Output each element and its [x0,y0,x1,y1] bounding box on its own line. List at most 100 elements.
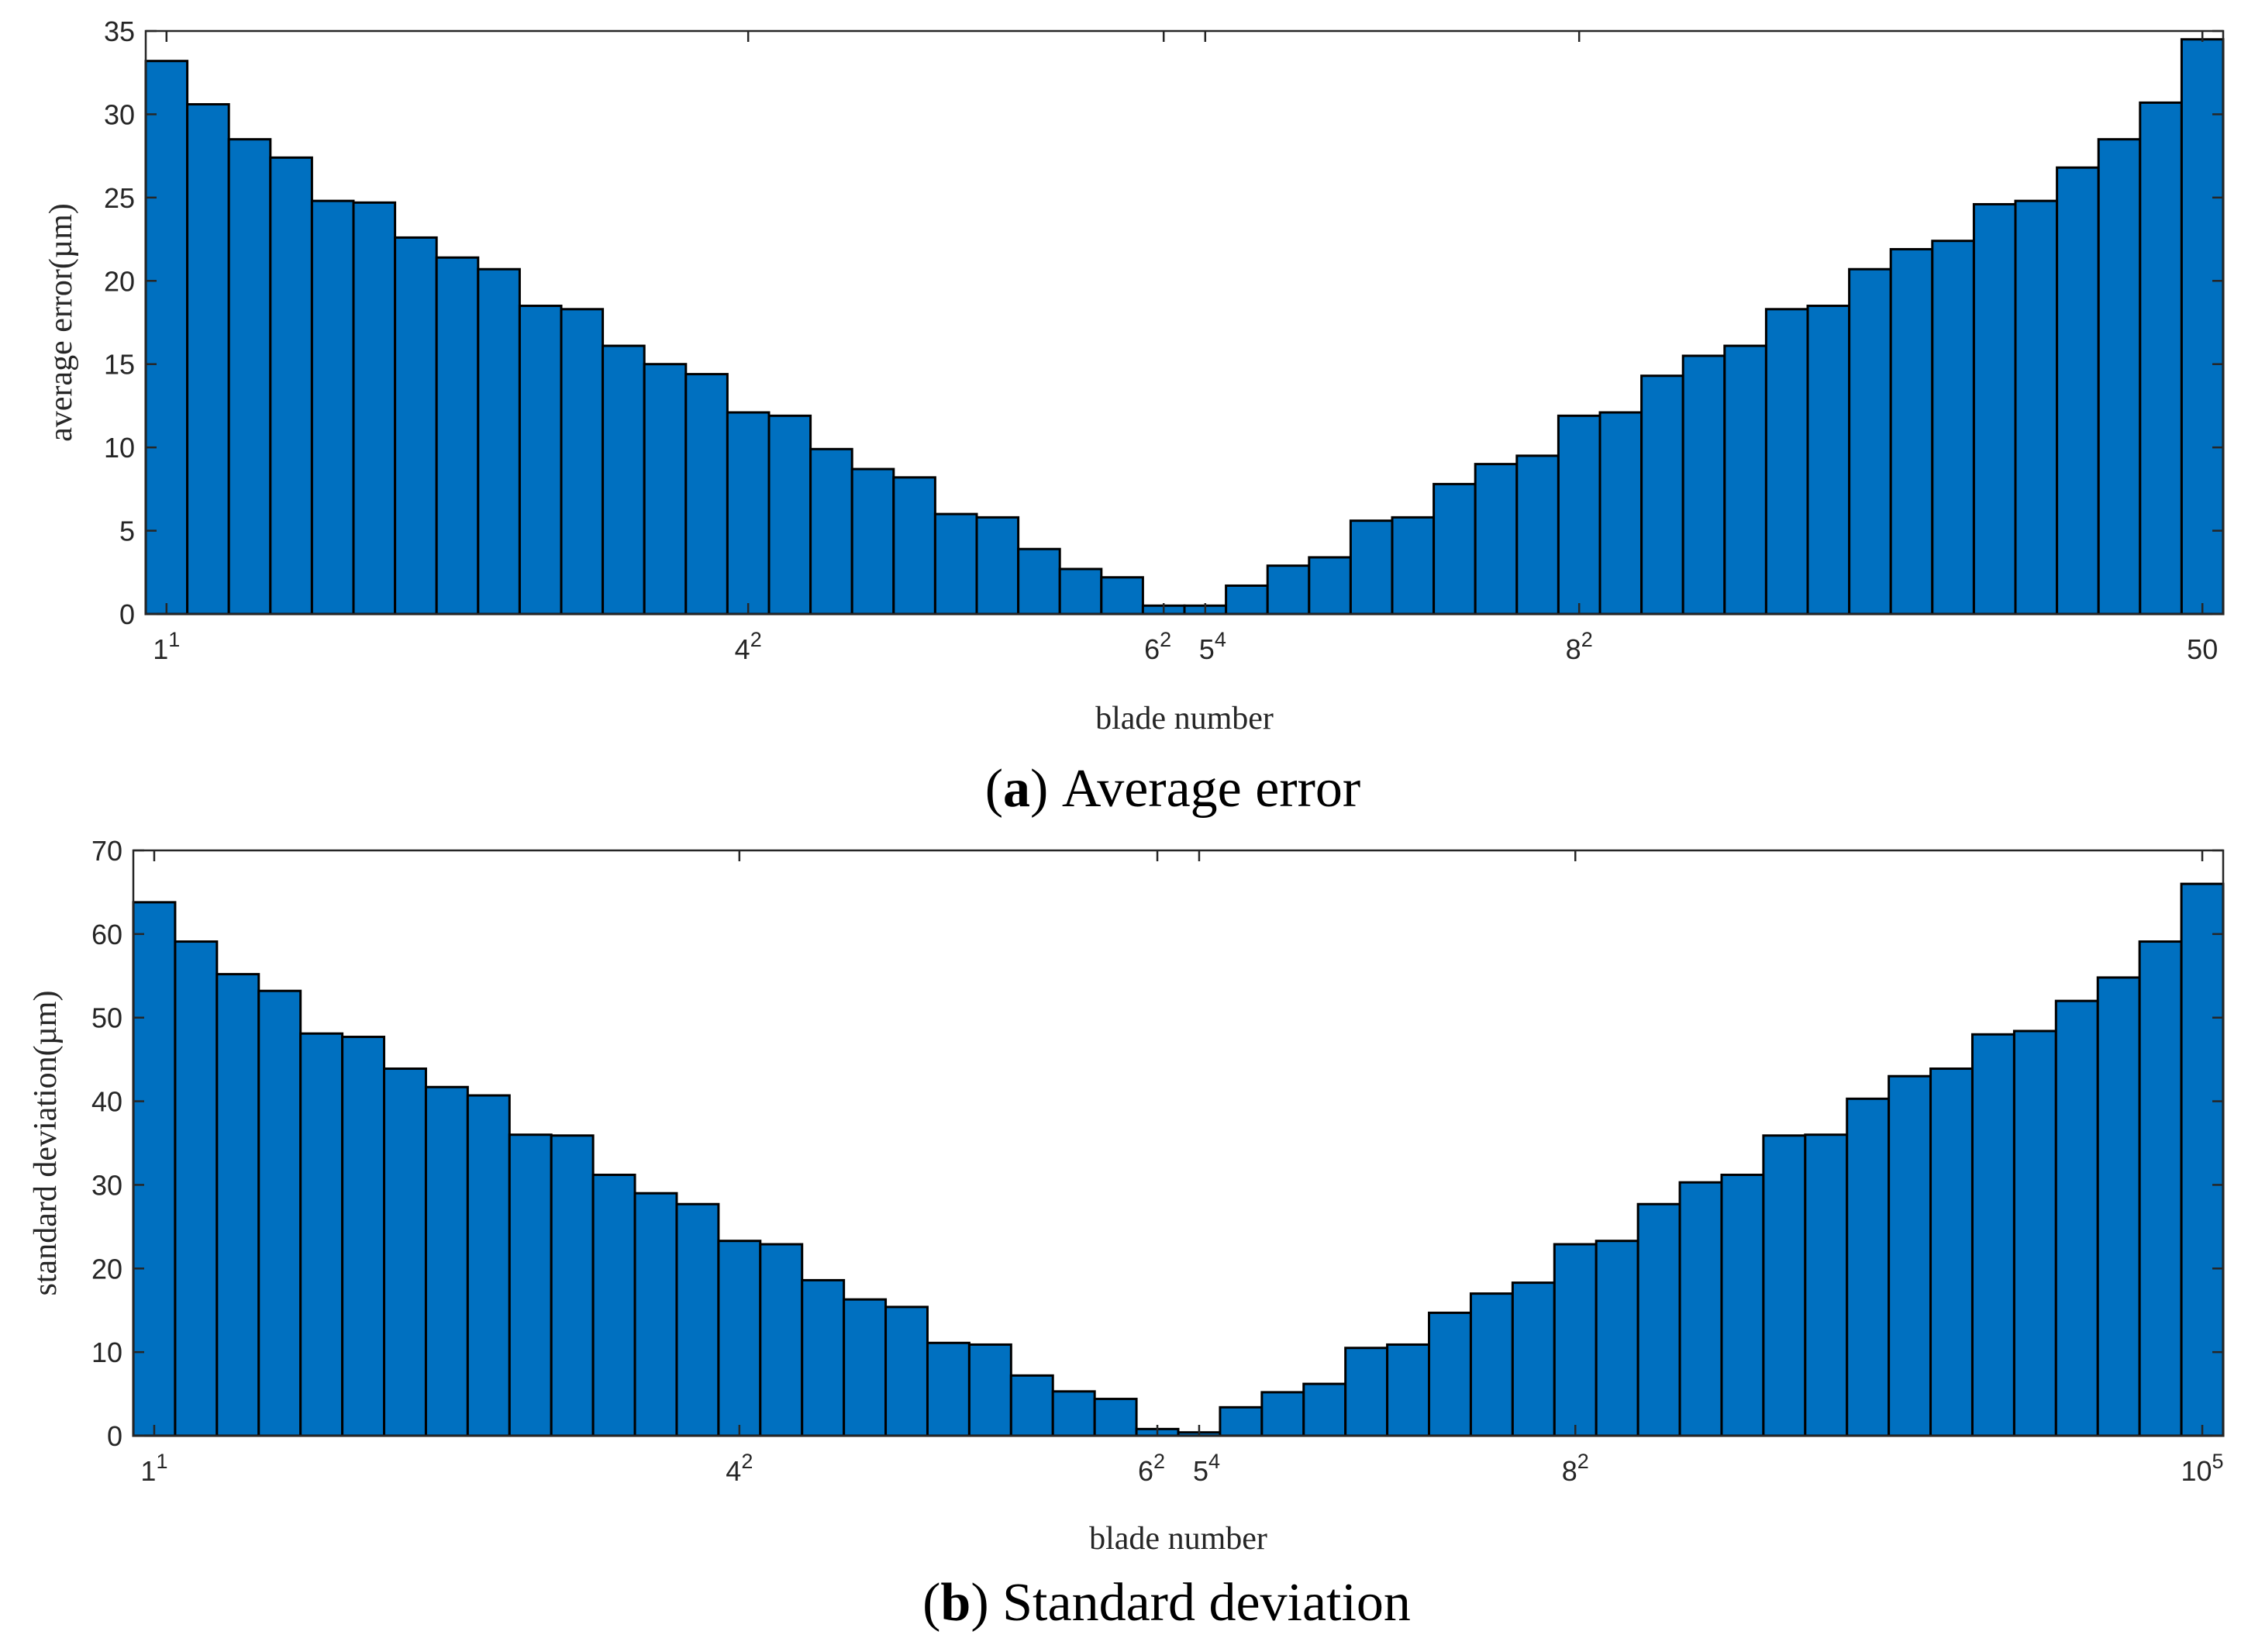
bar-b-23 [1051,1390,1096,1437]
bar-a-35 [1557,414,1601,616]
bar-a-43 [1889,247,1934,616]
bar-a-4 [269,156,313,616]
bar-series-a [144,38,2225,616]
bar-a-27 [1225,584,1269,616]
bar-a-16 [767,414,812,616]
y-tick-label: 30 [104,98,135,130]
bar-b-42 [1846,1097,1891,1437]
bar-b-46 [2012,1029,2057,1437]
bar-a-34 [1515,454,1560,616]
y-tick-label: 50 [91,1002,122,1034]
bar-b-50 [2180,882,2225,1437]
x-tick-exponent: 4 [1208,1450,1220,1473]
x-axis-label-b: blade number [1089,1521,1267,1557]
x-tick-base: 4 [726,1455,741,1487]
x-tick-base: 1 [140,1455,156,1487]
y-axis-a: 0 5 10 15 20 25 30 35 [104,16,2223,630]
y-axis-label-a: average error(µm) [43,203,79,442]
y-tick-label: 70 [91,835,122,867]
caption-letter-b: b [940,1573,971,1633]
x-tick-base: 1 [153,633,168,665]
bar-a-7 [394,236,438,616]
bar-a-39 [1723,344,1767,616]
bar-a-21 [975,516,1020,616]
x-tick-base: 8 [1566,633,1581,665]
bar-b-19 [884,1305,929,1437]
x-tick-base: 6 [1144,633,1160,665]
y-axis-b: 0 10 20 30 40 50 60 70 [91,835,2223,1452]
bar-a-44 [1931,240,1975,616]
y-tick-label: 25 [104,182,135,214]
bar-a-23 [1058,567,1103,616]
bar-b-44 [1929,1067,1974,1437]
bar-b-43 [1888,1074,1932,1437]
y-tick-label: 20 [104,265,135,297]
bar-b-8 [424,1085,469,1437]
bar-a-19 [892,476,936,616]
bar-a-42 [1848,267,1892,616]
bar-b-29 [1302,1382,1347,1437]
bar-b-16 [759,1243,804,1437]
x-tick-base: 5 [1199,633,1215,665]
bar-a-9 [477,267,521,616]
bar-b-17 [801,1278,846,1437]
x-tick-base: 5 [1193,1455,1208,1487]
x-tick-label: 82 [1566,628,1593,665]
x-tick-exponent: 2 [1153,1450,1165,1473]
bar-a-37 [1640,374,1684,616]
y-tick-label: 35 [104,16,135,47]
bar-b-12 [591,1173,636,1437]
bar-b-9 [466,1094,511,1437]
x-tick-label: 54 [1199,628,1226,665]
bar-b-22 [1009,1374,1054,1437]
bar-b-18 [843,1298,888,1437]
bar-a-18 [850,467,895,616]
y-tick-label: 15 [104,349,135,381]
x-tick-exponent: 4 [1215,628,1226,651]
bar-b-21 [967,1343,1012,1437]
x-tick-label: 105 [2181,1450,2224,1487]
bar-a-24 [1100,576,1144,616]
y-tick-label: 0 [119,598,135,630]
bar-b-13 [633,1192,678,1437]
x-tick-exponent: 2 [741,1450,753,1473]
bar-a-22 [1017,547,1061,616]
bar-b-49 [2138,940,2183,1437]
bar-a-13 [643,363,688,616]
x-tick-exponent: 1 [168,628,180,651]
x-tick-label: 62 [1138,1450,1165,1487]
x-tick-exponent: 2 [1577,1450,1589,1473]
bar-b-36 [1595,1240,1639,1437]
x-tick-label: 62 [1144,628,1171,665]
y-tick-label: 20 [91,1253,122,1285]
y-tick-label: 60 [91,919,122,950]
bar-b-48 [2096,976,2141,1437]
caption-a: (a) Average error [985,759,1361,819]
x-tick-base: 6 [1138,1455,1153,1487]
y-tick-label: 30 [91,1169,122,1201]
bar-a-3 [227,138,272,616]
bar-a-29 [1308,556,1352,616]
x-tick-label: 50 [2187,633,2218,665]
x-tick-base: 4 [735,633,750,665]
bar-a-11 [560,308,605,616]
bar-b-34 [1511,1281,1556,1437]
bar-a-49 [2139,101,2183,616]
y-axis-label-b: standard deviation(µm) [28,991,64,1296]
bar-a-8 [435,256,480,616]
bar-a-36 [1598,411,1643,616]
x-tick-label: 82 [1562,1450,1589,1487]
bar-series-b [132,882,2225,1437]
bar-a-15 [726,411,771,616]
bar-a-20 [933,512,978,616]
bar-b-3 [215,973,260,1437]
bar-b-45 [1970,1033,2015,1437]
bar-b-1 [132,901,177,1437]
x-tick-base: 10 [2181,1455,2212,1487]
x-axis-b: 11 42 62 54 82 105 [140,850,2224,1487]
bar-a-31 [1391,516,1436,616]
bar-a-41 [1806,305,1851,616]
x-tick-label: 54 [1193,1450,1220,1487]
bar-b-2 [174,940,219,1437]
